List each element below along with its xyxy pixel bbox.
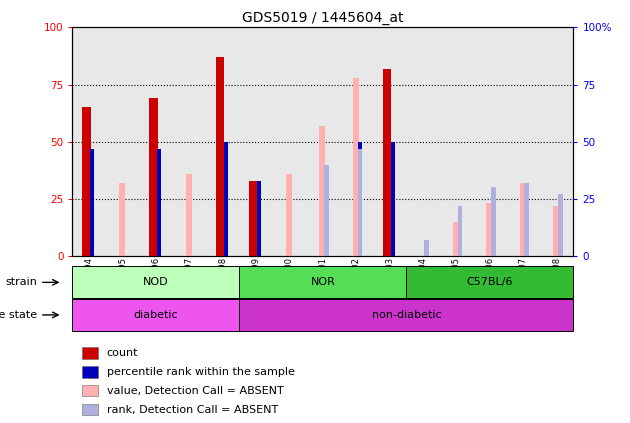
Bar — [239, 266, 406, 298]
Text: NOR: NOR — [311, 277, 335, 287]
Bar — [319, 126, 325, 256]
Bar — [473, 27, 507, 256]
Bar — [186, 174, 192, 256]
Bar — [358, 142, 362, 256]
Text: strain: strain — [6, 277, 37, 287]
Bar — [391, 142, 395, 256]
Text: NOD: NOD — [143, 277, 169, 287]
Bar — [72, 266, 239, 298]
Bar — [173, 27, 206, 256]
Bar — [158, 148, 161, 256]
Bar — [83, 385, 98, 396]
Bar — [406, 27, 440, 256]
Title: GDS5019 / 1445604_at: GDS5019 / 1445604_at — [242, 11, 404, 25]
Bar — [406, 266, 573, 298]
Bar — [72, 27, 106, 256]
Bar — [358, 148, 362, 256]
Bar — [458, 206, 462, 256]
Bar — [106, 27, 139, 256]
Text: diabetic: diabetic — [134, 310, 178, 320]
Bar — [373, 27, 406, 256]
Bar — [249, 181, 258, 256]
Bar — [453, 222, 459, 256]
Bar — [491, 187, 496, 256]
Bar — [273, 27, 306, 256]
Bar — [486, 203, 492, 256]
Bar — [383, 69, 391, 256]
Bar — [324, 165, 329, 256]
Text: disease state: disease state — [0, 310, 37, 320]
Bar — [83, 404, 98, 415]
Bar — [83, 366, 98, 378]
Text: rank, Detection Call = ABSENT: rank, Detection Call = ABSENT — [106, 405, 278, 415]
Bar — [558, 194, 563, 256]
Bar — [83, 107, 91, 256]
Bar — [525, 183, 529, 256]
Bar — [149, 98, 158, 256]
Bar — [72, 299, 239, 331]
Text: percentile rank within the sample: percentile rank within the sample — [106, 367, 294, 377]
Bar — [206, 27, 239, 256]
Text: count: count — [106, 348, 138, 358]
Bar — [239, 27, 273, 256]
Bar — [119, 183, 125, 256]
Bar — [91, 148, 94, 256]
Bar — [139, 27, 173, 256]
Bar — [440, 27, 473, 256]
Bar — [353, 78, 358, 256]
Text: value, Detection Call = ABSENT: value, Detection Call = ABSENT — [106, 386, 284, 396]
Bar — [540, 27, 573, 256]
Bar — [216, 57, 224, 256]
Bar — [258, 181, 261, 256]
Text: C57BL/6: C57BL/6 — [467, 277, 513, 287]
Bar — [553, 206, 559, 256]
Bar — [425, 240, 429, 256]
Bar — [340, 27, 373, 256]
Bar — [224, 142, 228, 256]
Bar — [520, 183, 525, 256]
Bar — [306, 27, 340, 256]
Bar — [507, 27, 540, 256]
Bar — [83, 347, 98, 359]
Bar — [239, 299, 573, 331]
Text: non-diabetic: non-diabetic — [372, 310, 441, 320]
Bar — [286, 174, 292, 256]
